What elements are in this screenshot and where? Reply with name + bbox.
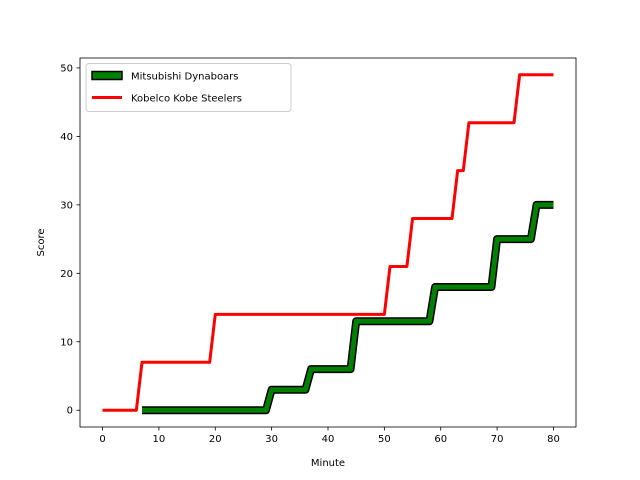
- y-tick-label: 0: [67, 406, 73, 417]
- y-axis: 0 10 20 30 40 50: [60, 63, 80, 417]
- y-tick-label: 10: [60, 337, 73, 348]
- x-tick-label: 10: [153, 434, 166, 445]
- legend-item: Mitsubishi Dynaboars: [91, 70, 239, 83]
- legend-item: Kobelco Kobe Steelers: [92, 94, 242, 105]
- series-1: [102, 73, 554, 412]
- x-tick-label: 80: [547, 434, 560, 445]
- legend-box: [85, 63, 292, 112]
- y-tick-label: 20: [60, 269, 73, 280]
- legend-label: Mitsubishi Dynaboars: [131, 72, 239, 83]
- x-axis-label: Minute: [311, 458, 345, 469]
- y-tick-label: 40: [60, 132, 73, 143]
- x-tick-label: 20: [209, 434, 222, 445]
- series-line-outline: [142, 200, 554, 415]
- x-tick-label: 70: [491, 434, 504, 445]
- y-tick-label: 50: [60, 63, 73, 74]
- series-0: [142, 200, 554, 415]
- x-tick-label: 30: [265, 434, 278, 445]
- legend-label: Kobelco Kobe Steelers: [131, 94, 242, 105]
- legend: Mitsubishi Dynaboars Kobelco Kobe Steeler…: [85, 63, 292, 112]
- x-tick-label: 50: [378, 434, 391, 445]
- x-tick-label: 0: [99, 434, 105, 445]
- y-axis-label: Score: [36, 228, 47, 256]
- y-tick-label: 30: [60, 200, 73, 211]
- x-tick-label: 60: [434, 434, 447, 445]
- x-tick-label: 40: [322, 434, 335, 445]
- series-line: [102, 73, 554, 412]
- x-axis: 0 10 20 30 40 50 60 70 80: [99, 427, 560, 445]
- series-line: [142, 202, 554, 413]
- series-layer: [102, 73, 554, 415]
- legend-swatch: [91, 70, 123, 81]
